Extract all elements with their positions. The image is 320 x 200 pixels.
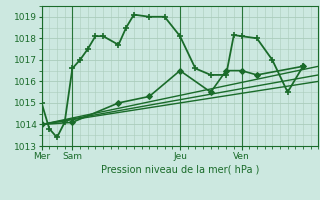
X-axis label: Pression niveau de la mer( hPa ): Pression niveau de la mer( hPa ) [101, 165, 259, 175]
